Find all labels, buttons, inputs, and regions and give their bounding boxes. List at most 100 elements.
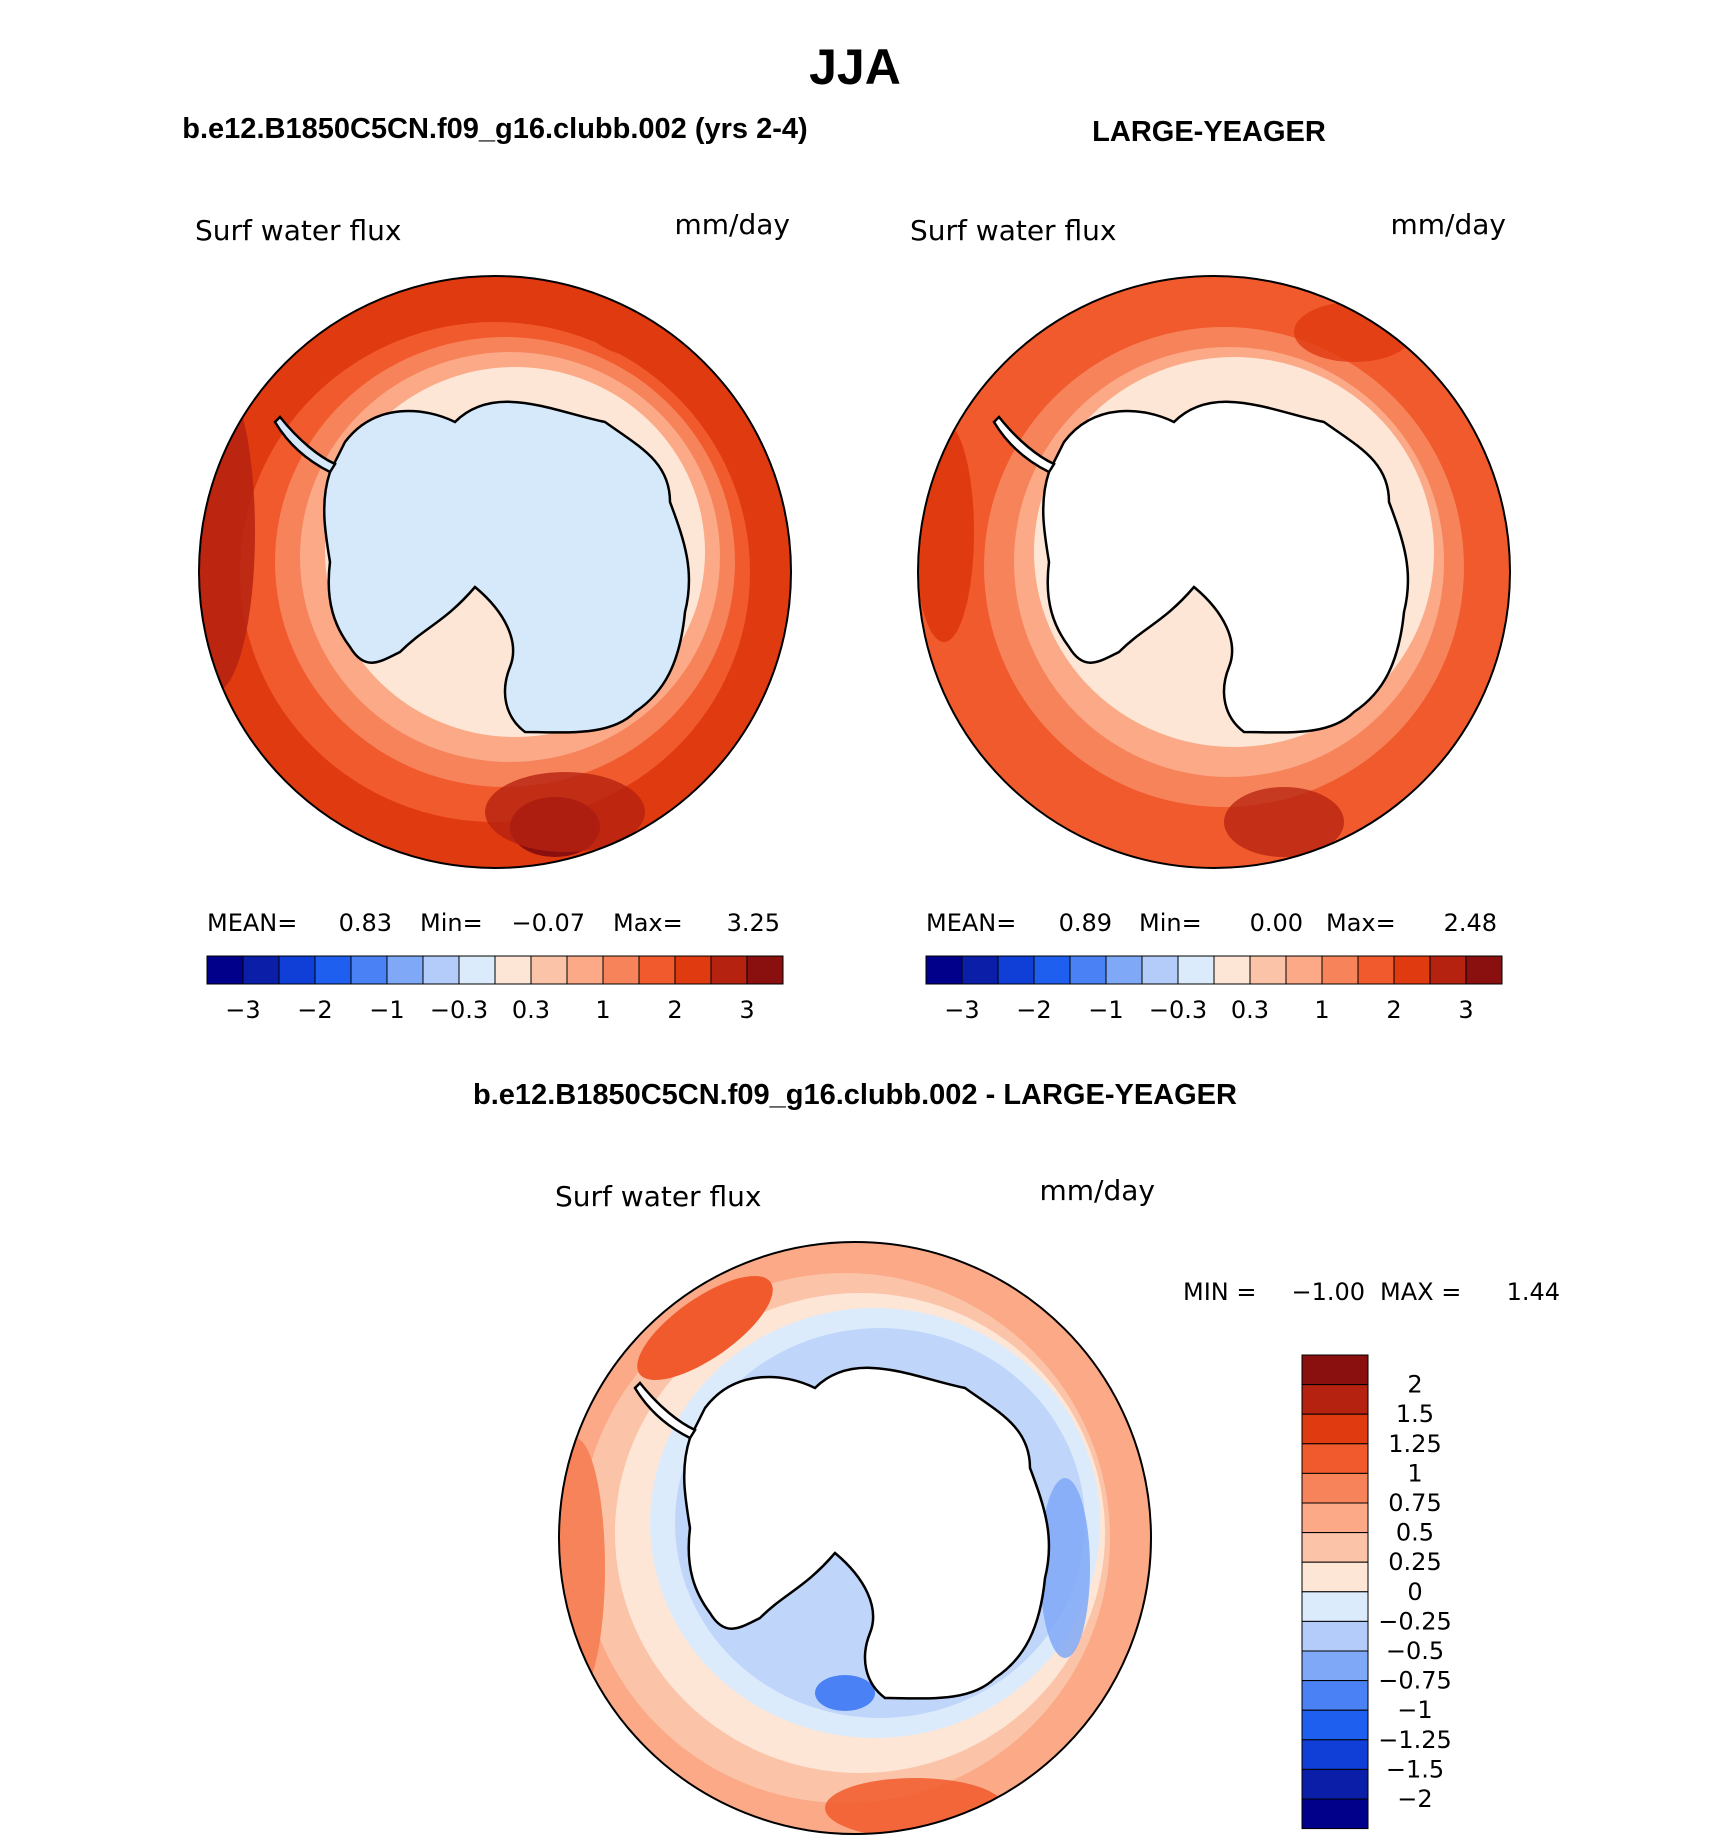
blob xyxy=(559,1438,605,1698)
colorbar-tick-label: 0.75 xyxy=(1388,1489,1441,1517)
blob xyxy=(1040,1478,1090,1658)
colorbar-obs: −3 −2 −1 −0.3 0.3 1 2 3 xyxy=(925,955,1503,1024)
colorbar-swatch xyxy=(1301,1650,1369,1682)
stat-max-label: MAX = xyxy=(1380,1278,1461,1306)
stat-mean-label: MEAN= xyxy=(207,909,297,937)
stat-max-label: Max= xyxy=(1326,909,1396,937)
colorbar-swatch xyxy=(710,955,748,985)
colorbar-tick-label: −1 xyxy=(1397,1696,1432,1724)
colorbar-tick-label: −0.5 xyxy=(1386,1637,1444,1665)
panel-difference-heading: b.e12.B1850C5CN.f09_g16.clubb.002 - LARG… xyxy=(473,1079,1237,1111)
panel-difference-map xyxy=(559,1242,1151,1834)
colorbar-swatch xyxy=(1301,1502,1369,1534)
colorbar-swatch xyxy=(1393,955,1431,985)
colorbar-tick-label: −3 xyxy=(944,996,979,1024)
stat-min-label: MIN = xyxy=(1183,1278,1256,1306)
colorbar-swatch xyxy=(1177,955,1215,985)
colorbar-tick-label: −3 xyxy=(225,996,260,1024)
panel-model-map xyxy=(199,276,791,868)
colorbar-swatch xyxy=(1069,955,1107,985)
panel-model-units: mm/day xyxy=(675,208,791,241)
colorbar-tick-label: 0.5 xyxy=(1396,1519,1434,1547)
colorbar-swatch xyxy=(674,955,712,985)
colorbar-tick-label: −1 xyxy=(369,996,404,1024)
stat-min-label: Min= xyxy=(1139,909,1202,937)
colorbar-swatch xyxy=(386,955,424,985)
panel-difference-units: mm/day xyxy=(1040,1174,1156,1207)
stat-mean-value: 0.89 xyxy=(1059,909,1112,937)
colorbar-swatch xyxy=(1301,1768,1369,1800)
colorbar-tick-label: 3 xyxy=(739,996,754,1024)
colorbar-tick-label: −2 xyxy=(1016,996,1051,1024)
colorbar-tick-label: 1 xyxy=(595,996,610,1024)
panel-difference-stats: MIN = −1.00 MAX = 1.44 xyxy=(1183,1278,1560,1306)
stat-min-value: −1.00 xyxy=(1291,1278,1365,1306)
colorbar-swatch xyxy=(1301,1561,1369,1593)
colorbar-swatch xyxy=(1141,955,1179,985)
panel-obs-heading: LARGE-YEAGER xyxy=(1092,116,1326,148)
colorbar-swatch xyxy=(422,955,460,985)
colorbar-swatch xyxy=(1357,955,1395,985)
blob xyxy=(918,422,974,642)
colorbar-swatch xyxy=(1285,955,1323,985)
colorbar-swatch xyxy=(1465,955,1503,985)
colorbar-difference: 21.51.2510.750.50.250−0.25−0.5−0.75−1−1.… xyxy=(1301,1354,1452,1830)
colorbar-tick-label: −0.3 xyxy=(430,996,488,1024)
colorbar-swatch xyxy=(1301,1591,1369,1622)
colorbar-tick-label: −2 xyxy=(1397,1785,1432,1813)
panel-model-heading: b.e12.B1850C5CN.f09_g16.clubb.002 (yrs 2… xyxy=(182,113,807,145)
map-border xyxy=(558,1241,1152,1835)
colorbar-swatch xyxy=(638,955,676,985)
colorbar-model: −3 −2 −1 −0.3 0.3 1 2 3 xyxy=(206,955,784,1024)
colorbar-swatch xyxy=(1249,955,1287,985)
colorbar-swatch xyxy=(1301,1709,1369,1741)
colorbar-swatch xyxy=(350,955,388,985)
map-border xyxy=(917,275,1511,869)
colorbar-tick-label: 0 xyxy=(1407,1578,1422,1606)
colorbar-swatch xyxy=(494,955,532,985)
stat-max-value: 3.25 xyxy=(727,909,780,937)
colorbar-swatch xyxy=(1301,1443,1369,1474)
colorbar-swatch xyxy=(530,955,568,985)
blob xyxy=(199,372,255,692)
blob xyxy=(485,772,645,852)
max-blob xyxy=(1224,787,1344,857)
colorbar-swatch xyxy=(1033,955,1071,985)
colorbar-swatch xyxy=(1301,1472,1369,1504)
map-border xyxy=(198,275,792,869)
colorbar-swatch xyxy=(242,955,280,985)
panel-obs-variable: Surf water flux xyxy=(910,214,1116,247)
colorbar-tick-label: −0.75 xyxy=(1378,1667,1452,1695)
colorbar-tick-label: 3 xyxy=(1458,996,1473,1024)
colorbar-tick-label: 2 xyxy=(667,996,682,1024)
colorbar-tick-label: 1.25 xyxy=(1388,1430,1441,1458)
colorbar-swatch xyxy=(566,955,604,985)
min-blob xyxy=(815,1675,875,1711)
colorbar-tick-label: 0.3 xyxy=(512,996,550,1024)
colorbar-tick-label: 0.25 xyxy=(1388,1548,1441,1576)
colorbar-swatch xyxy=(314,955,352,985)
colorbar-swatch xyxy=(1301,1384,1369,1415)
stat-max-value: 2.48 xyxy=(1444,909,1497,937)
stat-min-label: Min= xyxy=(420,909,483,937)
colorbar-swatch xyxy=(206,955,244,985)
colorbar-swatch xyxy=(1301,1532,1369,1563)
colorbar-swatch xyxy=(1213,955,1251,985)
colorbar-swatch xyxy=(278,955,316,985)
panel-difference-variable: Surf water flux xyxy=(555,1180,761,1213)
blob xyxy=(637,1275,773,1381)
stat-min-value: 0.00 xyxy=(1250,909,1303,937)
panel-model-variable: Surf water flux xyxy=(195,214,401,247)
stat-mean-value: 0.83 xyxy=(339,909,392,937)
colorbar-tick-label: 2 xyxy=(1407,1371,1422,1399)
colorbar-tick-label: 1 xyxy=(1407,1459,1422,1487)
colorbar-tick-label: −0.3 xyxy=(1149,996,1207,1024)
colorbar-swatch xyxy=(1301,1739,1369,1770)
panel-difference: b.e12.B1850C5CN.f09_g16.clubb.002 - LARG… xyxy=(473,1079,1560,1835)
colorbar-swatch xyxy=(1301,1798,1369,1830)
colorbar-tick-label: −0.25 xyxy=(1378,1607,1452,1635)
colorbar-tick-label: 1.5 xyxy=(1396,1400,1434,1428)
colorbar-tick-label: −1 xyxy=(1088,996,1123,1024)
colorbar-swatch xyxy=(1301,1413,1369,1445)
